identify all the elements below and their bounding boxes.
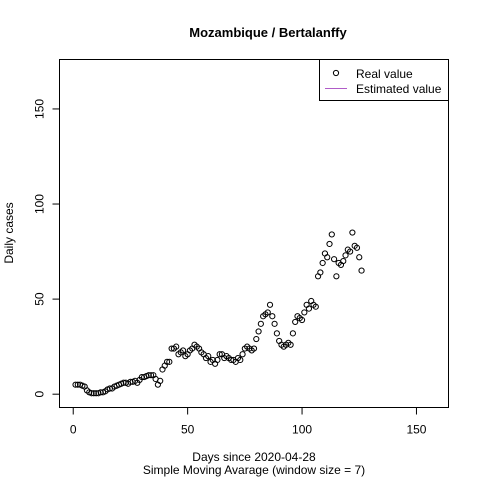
data-point (292, 318, 299, 326)
y-axis: 0 50 100 150 (33, 99, 60, 398)
data-point (289, 330, 296, 337)
data-point (353, 244, 361, 251)
data-point (269, 313, 276, 320)
legend-marker-real (332, 69, 340, 77)
data-point (305, 305, 313, 312)
legend: Real value Estimated value (319, 59, 449, 101)
data-point (216, 351, 223, 358)
data-point (301, 309, 308, 316)
x-tick-label: 0 (70, 423, 77, 437)
data-point (298, 316, 306, 324)
data-point (317, 269, 324, 276)
y-axis-label: Daily cases (2, 202, 16, 263)
x-tick-label: 100 (292, 423, 312, 437)
data-point (163, 358, 171, 365)
y-tick-label: 100 (33, 194, 47, 214)
x-axis-sublabel: Simple Moving Avarage (window size = 7) (143, 463, 365, 477)
data-point (147, 372, 155, 379)
data-point (330, 256, 338, 263)
y-tick-label: 0 (33, 391, 47, 398)
data-point (333, 273, 340, 280)
data-point (255, 328, 262, 335)
data-point (328, 231, 335, 238)
data-point (271, 320, 278, 327)
data-point (179, 347, 187, 354)
data-point (326, 240, 333, 248)
x-tick-label: 150 (406, 423, 426, 437)
data-point (342, 252, 349, 259)
data-point (166, 358, 173, 365)
data-point (349, 229, 356, 236)
plot-frame (59, 59, 449, 408)
data-point (356, 254, 363, 261)
data-point (237, 356, 244, 364)
data-point (273, 330, 280, 337)
legend-label-estimated: Estimated value (356, 82, 442, 96)
data-point (239, 351, 246, 358)
chart-title: Mozambique / Bertalanffy (189, 25, 347, 40)
data-point (173, 343, 180, 350)
data-point (214, 356, 221, 364)
data-point (145, 372, 152, 379)
data-point (157, 377, 164, 384)
data-point (72, 381, 79, 388)
x-tick-label: 50 (181, 423, 195, 437)
data-points (72, 229, 365, 397)
data-point (257, 320, 264, 327)
data-point (319, 259, 326, 267)
y-tick-label: 150 (33, 99, 47, 119)
data-point (340, 257, 347, 265)
legend-box (319, 59, 449, 101)
data-point (358, 267, 365, 274)
data-point (205, 353, 212, 360)
y-tick-label: 50 (33, 292, 47, 306)
data-point (90, 390, 97, 397)
data-point (287, 341, 294, 348)
data-point (88, 390, 95, 397)
x-axis-label: Days since 2020-04-28 (192, 450, 316, 464)
data-point (324, 254, 331, 261)
data-point (266, 301, 274, 308)
data-point (347, 248, 354, 255)
data-point (253, 335, 260, 343)
x-axis: 0 50 100 150 (70, 407, 427, 437)
data-point (250, 345, 258, 352)
data-point (312, 303, 319, 310)
data-point (264, 309, 271, 316)
legend-label-real: Real value (356, 67, 413, 81)
